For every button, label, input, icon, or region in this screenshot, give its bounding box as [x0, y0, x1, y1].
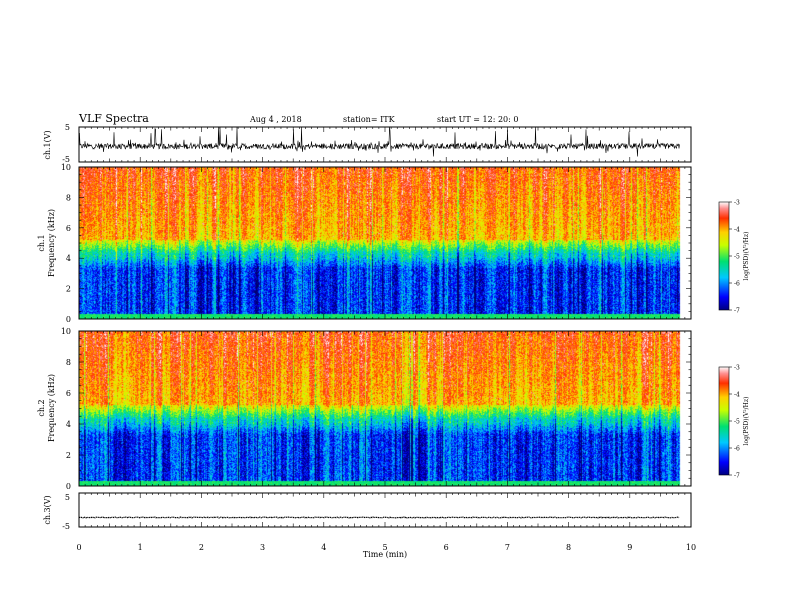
- colorbar-tick-label: -4: [734, 227, 740, 234]
- x-tick-label: 3: [260, 543, 265, 552]
- y-tick-label: 8: [66, 193, 71, 202]
- ch1-colorbar: -3 -4 -5 -6 -7 log(PSD)(V²/Hz): [718, 200, 750, 315]
- date-label: Aug 4 , 2018: [249, 115, 302, 124]
- y-tick-label: 10: [61, 327, 71, 336]
- x-tick-label: 10: [686, 543, 696, 552]
- colorbar-tick-label: -6: [734, 446, 740, 453]
- ch1-colorbar-label: log(PSD)(V²/Hz): [743, 232, 750, 281]
- ch1-waveform-panel: 5 -5 ch.1(V): [43, 123, 692, 164]
- ch2-colorbar-label: log(PSD)(V²/Hz): [743, 397, 750, 446]
- ch3-waveform-frame: [78, 492, 692, 528]
- ch1-sublabel: ch.1: [37, 234, 46, 251]
- station-label: station= ITK: [343, 115, 396, 124]
- ch2-sublabel: ch.2: [37, 399, 46, 416]
- colorbar-tick-label: -7: [734, 308, 740, 315]
- ch1-spectrogram-image: [79, 167, 691, 319]
- x-tick-label: 7: [505, 543, 510, 552]
- ch1-frequency-ylabel: Frequency (kHz): [47, 209, 56, 277]
- ch1-waveform-ticks: [78, 127, 692, 162]
- ch2-frequency-ylabel: Frequency (kHz): [47, 374, 56, 442]
- colorbar-tick-label: -3: [734, 200, 740, 207]
- colorbar-tick-label: -5: [734, 419, 740, 426]
- y-tick-label: 6: [66, 224, 71, 233]
- ch3-waveform-trace: [78, 516, 680, 519]
- ch3-waveform-ylabel: ch.3(V): [43, 495, 52, 524]
- y-tick-label: 10: [61, 163, 71, 172]
- ch3-ytick-bottom: -5: [62, 522, 70, 531]
- ch2-spectrogram-yticks: 0 2 4 6 8 10: [61, 327, 692, 491]
- start-time-label: start UT = 12: 20: 0: [437, 115, 518, 124]
- ch2-colorbar: -3 -4 -5 -6 -7 log(PSD)(V²/Hz): [718, 365, 750, 480]
- ch1-colorbar-scale: [718, 201, 730, 311]
- ch1-ytick-bottom: -5: [62, 155, 70, 164]
- y-tick-label: 6: [66, 389, 71, 398]
- x-tick-label: 4: [321, 543, 326, 552]
- ch1-waveform-ylabel: ch.1(V): [43, 130, 52, 159]
- ch2-colorbar-ticks: -3 -4 -5 -6 -7: [729, 365, 740, 480]
- x-tick-label: 9: [627, 543, 632, 552]
- x-tick-label: 6: [444, 543, 449, 552]
- y-tick-label: 4: [66, 420, 71, 429]
- y-tick-label: 2: [66, 451, 71, 460]
- x-tick-label: 0: [76, 543, 81, 552]
- colorbar-tick-label: -4: [734, 392, 740, 399]
- figure-title: VLF Spectra: [78, 112, 149, 125]
- time-axis-ticklabels: 0 1 2 3 4 5 6 7 8 9 10: [76, 543, 696, 552]
- x-tick-label: 5: [382, 543, 387, 552]
- ch1-waveform-trace: [78, 126, 680, 157]
- y-tick-label: 0: [66, 315, 71, 324]
- ch1-ytick-top: 5: [65, 123, 70, 132]
- colorbar-tick-label: -5: [734, 254, 740, 261]
- ch3-ytick-top: 5: [65, 493, 70, 502]
- ch3-waveform-panel: 5 -5 ch.3(V): [43, 492, 692, 531]
- colorbar-tick-label: -7: [734, 473, 740, 480]
- ch1-spectrogram-yticks: 0 2 4 6 8 10: [61, 163, 692, 324]
- y-tick-label: 2: [66, 285, 71, 294]
- x-tick-label: 1: [138, 543, 143, 552]
- x-tick-label: 2: [199, 543, 204, 552]
- colorbar-tick-label: -6: [734, 281, 740, 288]
- ch2-colorbar-scale: [718, 366, 730, 476]
- colorbar-tick-label: -3: [734, 365, 740, 372]
- ch1-spectrogram-panel: 0 2 4 6 8 10 ch.1 Frequency (kHz): [37, 163, 692, 324]
- ch3-waveform-ticks: [78, 493, 692, 527]
- y-tick-label: 8: [66, 358, 71, 367]
- x-tick-label: 8: [566, 543, 571, 552]
- ch1-colorbar-ticks: -3 -4 -5 -6 -7: [729, 200, 740, 315]
- ch2-spectrogram-panel: 0 2 4 6 8 10 ch.2 Frequency (kHz): [37, 327, 692, 491]
- y-tick-label: 0: [66, 482, 71, 491]
- ch2-spectrogram-image: [79, 331, 691, 486]
- time-axis-label: Time (min): [363, 550, 407, 559]
- y-tick-label: 4: [66, 254, 71, 263]
